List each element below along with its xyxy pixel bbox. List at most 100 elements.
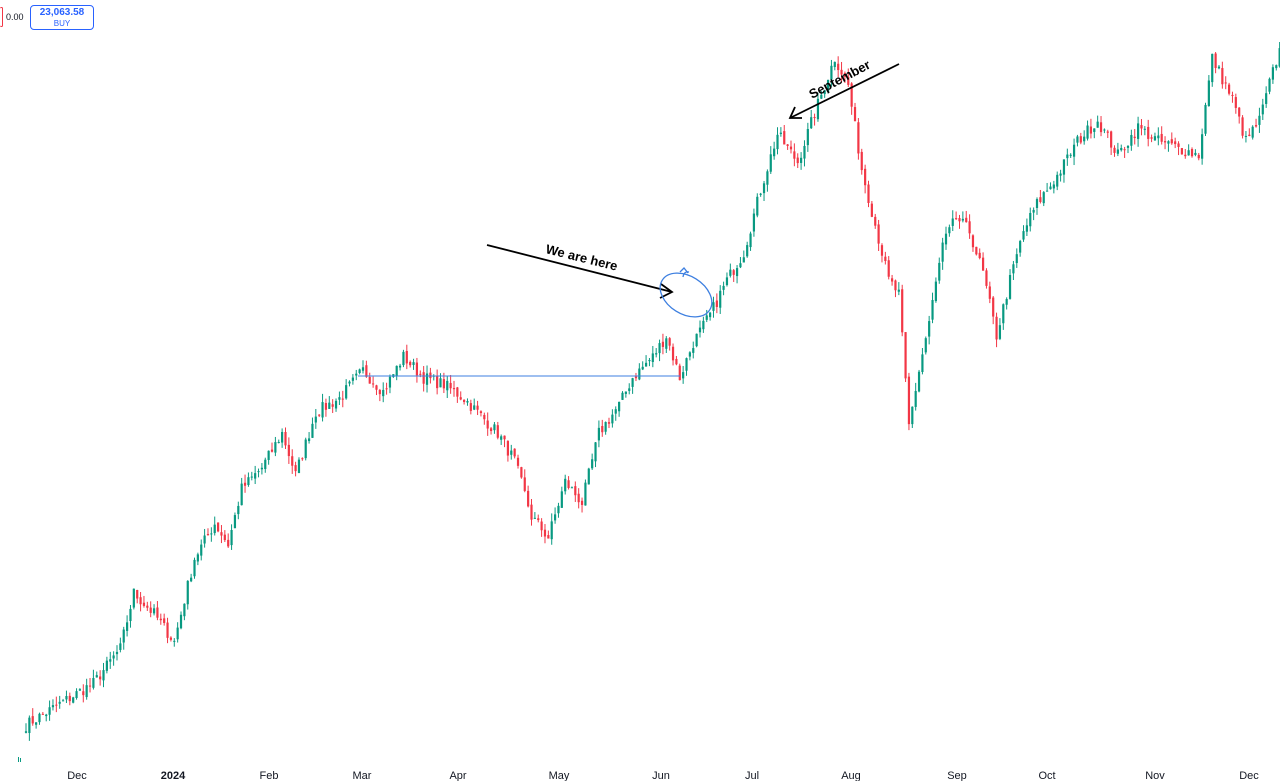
candle-body — [415, 362, 419, 376]
candle — [692, 341, 695, 359]
candle — [1170, 132, 1173, 145]
candle-body — [624, 391, 627, 394]
candle — [762, 180, 766, 202]
candle — [527, 485, 530, 508]
candle-body — [31, 716, 34, 724]
candle — [1221, 61, 1224, 89]
candle — [149, 601, 152, 618]
candle — [496, 421, 499, 440]
candle-body — [722, 285, 725, 290]
candle-body — [897, 289, 900, 292]
candle-body — [1160, 133, 1163, 142]
candle — [1137, 116, 1140, 147]
candle — [759, 192, 762, 197]
candle-body — [907, 376, 911, 425]
candle — [803, 140, 806, 167]
september-arrow-shaft[interactable] — [789, 63, 900, 119]
candle-body — [594, 442, 597, 462]
candle — [331, 399, 334, 414]
candle-body — [281, 432, 284, 443]
candle — [425, 365, 429, 393]
candle-body — [884, 256, 887, 261]
candle-body — [816, 98, 820, 120]
candle-body — [800, 157, 803, 163]
x-tick-label: May — [549, 770, 570, 781]
candle — [1049, 182, 1052, 190]
candle-body — [257, 471, 260, 473]
candle-body — [500, 436, 503, 440]
candle — [830, 59, 833, 87]
candle-body — [216, 522, 220, 532]
candle-body — [1002, 304, 1005, 324]
candle-body — [112, 655, 115, 659]
candle — [68, 692, 71, 706]
candle — [584, 479, 587, 506]
candle-body — [1008, 275, 1012, 299]
candle-body — [260, 467, 263, 470]
candle — [287, 437, 290, 464]
candle — [405, 344, 408, 370]
highlight-ellipse[interactable] — [652, 264, 720, 326]
candle-body — [348, 381, 351, 384]
candle — [304, 437, 307, 461]
candle — [264, 457, 267, 473]
candle-body — [304, 439, 307, 459]
candle — [109, 651, 112, 669]
candle-body — [388, 376, 392, 388]
candle — [833, 61, 836, 71]
candle-body — [1123, 149, 1126, 151]
candle — [1241, 115, 1244, 139]
we-are-here-arrow-shaft[interactable] — [486, 244, 673, 293]
candle-body — [486, 420, 489, 429]
candle-body — [665, 338, 668, 349]
candle-body — [611, 414, 614, 424]
candle-body — [446, 380, 449, 391]
candle — [345, 379, 348, 400]
candle-body — [1133, 136, 1136, 138]
candle-body — [813, 117, 816, 119]
candle-body — [634, 376, 638, 379]
candle — [756, 193, 759, 218]
candle — [591, 453, 594, 470]
candle-body — [1278, 48, 1280, 67]
candle — [887, 256, 890, 280]
candle — [24, 723, 28, 734]
candle — [152, 604, 156, 616]
candle — [614, 406, 617, 421]
candle — [38, 712, 41, 725]
candle — [254, 465, 257, 485]
candle — [55, 696, 58, 713]
candle — [1113, 145, 1116, 157]
candle-body — [213, 524, 216, 534]
candle-body — [894, 280, 897, 291]
candle-body — [1093, 128, 1096, 132]
candle-body — [1039, 197, 1042, 202]
candle-body — [1083, 136, 1086, 142]
candle-body — [850, 83, 853, 107]
candle-body — [644, 362, 648, 367]
candle — [324, 398, 328, 417]
candle — [493, 422, 496, 434]
x-tick-label: Feb — [260, 770, 279, 781]
candle — [1167, 140, 1170, 152]
candle — [944, 226, 948, 250]
candle — [530, 499, 533, 526]
candle-body — [783, 131, 786, 145]
candle — [705, 309, 708, 323]
candle-body — [139, 597, 142, 605]
candle-body — [604, 422, 607, 432]
candle — [773, 141, 776, 160]
candle-body — [1268, 78, 1271, 92]
candle — [510, 444, 513, 460]
candle-body — [469, 403, 472, 411]
buy-order-label[interactable]: 23,063.58 BUY — [30, 5, 94, 30]
candle — [594, 441, 597, 468]
candle — [210, 527, 213, 542]
candle — [1143, 126, 1146, 136]
candle — [284, 427, 287, 449]
candle — [159, 613, 162, 625]
candle — [1157, 127, 1160, 146]
candle — [1019, 239, 1022, 257]
candle-body — [641, 366, 644, 370]
